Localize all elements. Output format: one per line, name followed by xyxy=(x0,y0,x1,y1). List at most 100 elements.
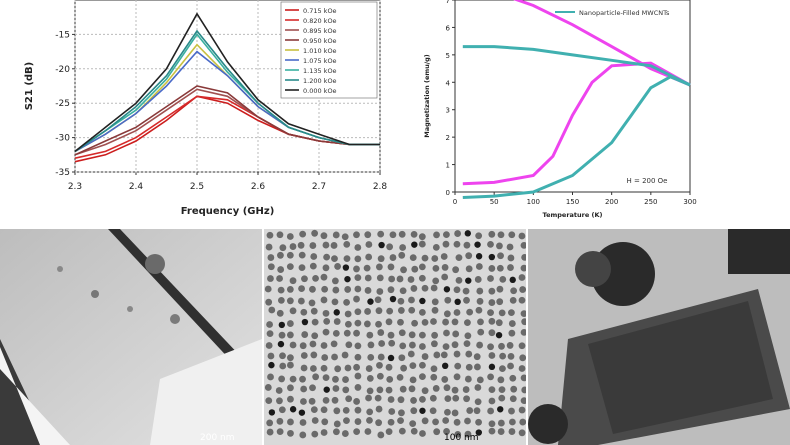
nanoparticle xyxy=(488,397,496,405)
nanoparticle xyxy=(475,418,482,426)
nanoparticle xyxy=(443,329,450,337)
nanoparticle xyxy=(440,253,448,260)
nanoparticle xyxy=(376,361,383,369)
nanoparticle xyxy=(433,428,441,436)
nanoparticle xyxy=(321,418,329,426)
nanoparticle xyxy=(344,275,351,283)
y-tick-label: -25 xyxy=(55,99,70,109)
nanoparticle xyxy=(463,395,470,403)
nanoparticle xyxy=(344,286,352,293)
nanoparticle xyxy=(487,240,494,248)
x-tick-label: 300 xyxy=(683,198,696,206)
nanoparticle xyxy=(410,397,417,404)
nanoparticle xyxy=(277,251,284,259)
nanoparticle xyxy=(508,231,516,239)
nanoparticle xyxy=(507,362,514,370)
nanoparticle xyxy=(276,428,284,435)
legend-label: 0.715 kOe xyxy=(303,7,337,15)
nanoparticle xyxy=(410,407,418,415)
nanoparticle xyxy=(430,365,438,373)
nanoparticle xyxy=(265,342,273,349)
nanoparticle xyxy=(398,329,406,337)
nanoparticle xyxy=(389,231,397,239)
nanoparticle xyxy=(418,274,426,282)
nanoparticle xyxy=(452,394,460,402)
nanoparticle xyxy=(453,286,461,294)
nanoparticle xyxy=(377,329,385,336)
nanoparticle xyxy=(364,274,372,282)
nanoparticle xyxy=(331,396,339,404)
nanoparticle xyxy=(521,253,526,261)
nanoparticle xyxy=(266,419,274,427)
nanoparticle xyxy=(279,362,287,370)
nanoparticle xyxy=(431,255,439,262)
x-tick-label: 2.8 xyxy=(373,182,388,192)
nanoparticle xyxy=(267,373,274,381)
nanoparticle xyxy=(353,231,360,239)
nanoparticle xyxy=(518,296,526,304)
nanoparticle xyxy=(464,430,472,438)
nanoparticle xyxy=(377,230,385,238)
nanoparticle xyxy=(266,330,274,338)
nanoparticle xyxy=(476,297,484,305)
nanoparticle xyxy=(433,351,441,359)
nanoparticle xyxy=(375,263,383,271)
nanoparticle xyxy=(365,241,373,248)
nanoparticle xyxy=(286,251,294,259)
nanoparticle xyxy=(441,273,449,281)
tem-micrograph-2: 100 nm xyxy=(264,229,526,445)
nanoparticle xyxy=(297,241,305,249)
nanoparticle xyxy=(331,255,338,262)
nanoparticle xyxy=(309,285,316,293)
nanoparticle xyxy=(275,387,283,394)
nanoparticle xyxy=(454,230,462,237)
nanoparticle xyxy=(508,329,516,337)
nanoparticle xyxy=(488,386,496,394)
nanoparticle xyxy=(442,318,449,326)
nanoparticle xyxy=(487,309,494,317)
nanoparticle xyxy=(442,343,450,351)
nanoparticle xyxy=(365,253,373,261)
nanoparticle xyxy=(300,398,307,405)
nanoparticle xyxy=(332,329,340,337)
nanoparticle xyxy=(321,285,329,293)
nanoparticle xyxy=(509,296,517,304)
nanoparticle xyxy=(397,396,405,404)
nanoparticle xyxy=(441,264,449,271)
nanoparticle xyxy=(310,253,318,260)
nanoparticle xyxy=(510,385,518,393)
nanoparticle xyxy=(453,350,461,358)
nanoparticle xyxy=(473,407,481,415)
nanoparticle xyxy=(366,331,374,339)
nanoparticle xyxy=(353,329,360,337)
nanoparticle xyxy=(443,310,451,318)
nanoparticle xyxy=(498,309,506,317)
nanoparticle xyxy=(330,340,338,348)
nanoparticle xyxy=(343,240,351,248)
nanoparticle xyxy=(464,417,471,425)
plot-area xyxy=(454,0,691,193)
x-tick-label: 2.3 xyxy=(68,182,82,192)
nanoparticle xyxy=(499,275,507,283)
nanoparticle xyxy=(418,331,426,339)
nanoparticle xyxy=(387,263,395,271)
nanoparticle xyxy=(323,317,331,325)
nanoparticle xyxy=(344,310,352,318)
nanoparticle xyxy=(320,342,328,349)
nanoparticle xyxy=(409,420,417,428)
nanoparticle xyxy=(418,308,426,316)
nanoparticle xyxy=(508,407,515,415)
nanoparticle xyxy=(332,375,339,383)
nanoparticle xyxy=(386,243,394,251)
nanoparticle xyxy=(345,341,353,349)
nanoparticle xyxy=(341,430,349,437)
nanoparticle xyxy=(354,308,362,316)
nanoparticle xyxy=(375,307,383,315)
nanoparticle xyxy=(276,397,283,405)
nanoparticle xyxy=(385,318,393,326)
nanoparticle xyxy=(320,273,328,281)
nanoparticle xyxy=(286,331,294,339)
y-tick-label: 7 xyxy=(446,0,450,5)
nanoparticle xyxy=(333,318,341,325)
nanoparticle xyxy=(520,374,526,382)
